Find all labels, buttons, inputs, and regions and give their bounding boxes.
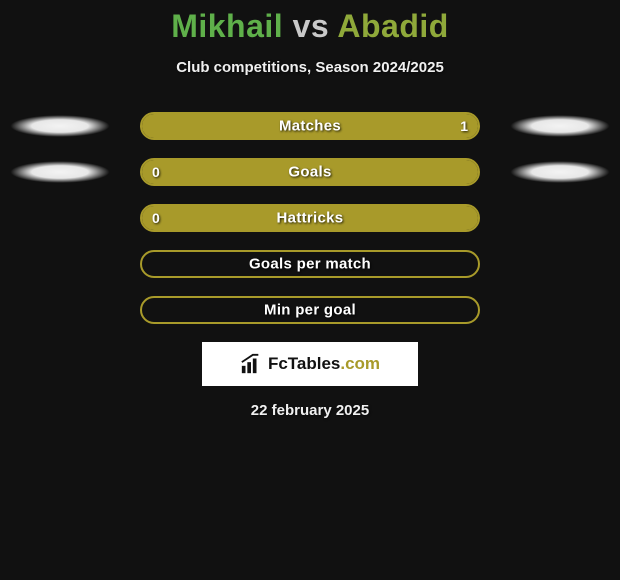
stat-value-left: 0 — [152, 164, 160, 180]
stat-rows: Matches1Goals0Hattricks0Goals per matchM… — [0, 112, 620, 324]
stat-row: Matches1 — [0, 112, 620, 140]
stat-bar: Min per goal — [140, 296, 480, 324]
stat-label: Goals per match — [142, 256, 478, 273]
stat-row: Goals per match — [0, 250, 620, 278]
stat-value-left: 0 — [152, 210, 160, 226]
logo-text: FcTables.com — [268, 354, 380, 374]
player2-name: Abadid — [337, 8, 448, 44]
player1-shadow — [10, 161, 110, 183]
stat-row: Hattricks0 — [0, 204, 620, 232]
bar-chart-icon — [240, 353, 262, 375]
vs-label: vs — [293, 8, 330, 44]
date-label: 22 february 2025 — [0, 402, 620, 419]
stat-bar: Matches1 — [140, 112, 480, 140]
logo-box: FcTables.com — [202, 342, 418, 386]
stat-bar: Goals per match — [140, 250, 480, 278]
stat-label: Hattricks — [142, 210, 478, 227]
stat-row: Goals0 — [0, 158, 620, 186]
stat-value-right: 1 — [460, 118, 468, 134]
player1-shadow — [10, 115, 110, 137]
player2-shadow — [510, 161, 610, 183]
logo-brand: FcTables — [268, 354, 340, 373]
stat-label: Goals — [142, 164, 478, 181]
stat-label: Matches — [142, 118, 478, 135]
stat-bar: Hattricks0 — [140, 204, 480, 232]
stat-row: Min per goal — [0, 296, 620, 324]
comparison-title: Mikhail vs Abadid — [0, 0, 620, 45]
subtitle: Club competitions, Season 2024/2025 — [0, 59, 620, 76]
stat-bar: Goals0 — [140, 158, 480, 186]
logo-suffix: .com — [340, 354, 380, 373]
player2-shadow — [510, 115, 610, 137]
player1-name: Mikhail — [171, 8, 283, 44]
stat-label: Min per goal — [142, 302, 478, 319]
